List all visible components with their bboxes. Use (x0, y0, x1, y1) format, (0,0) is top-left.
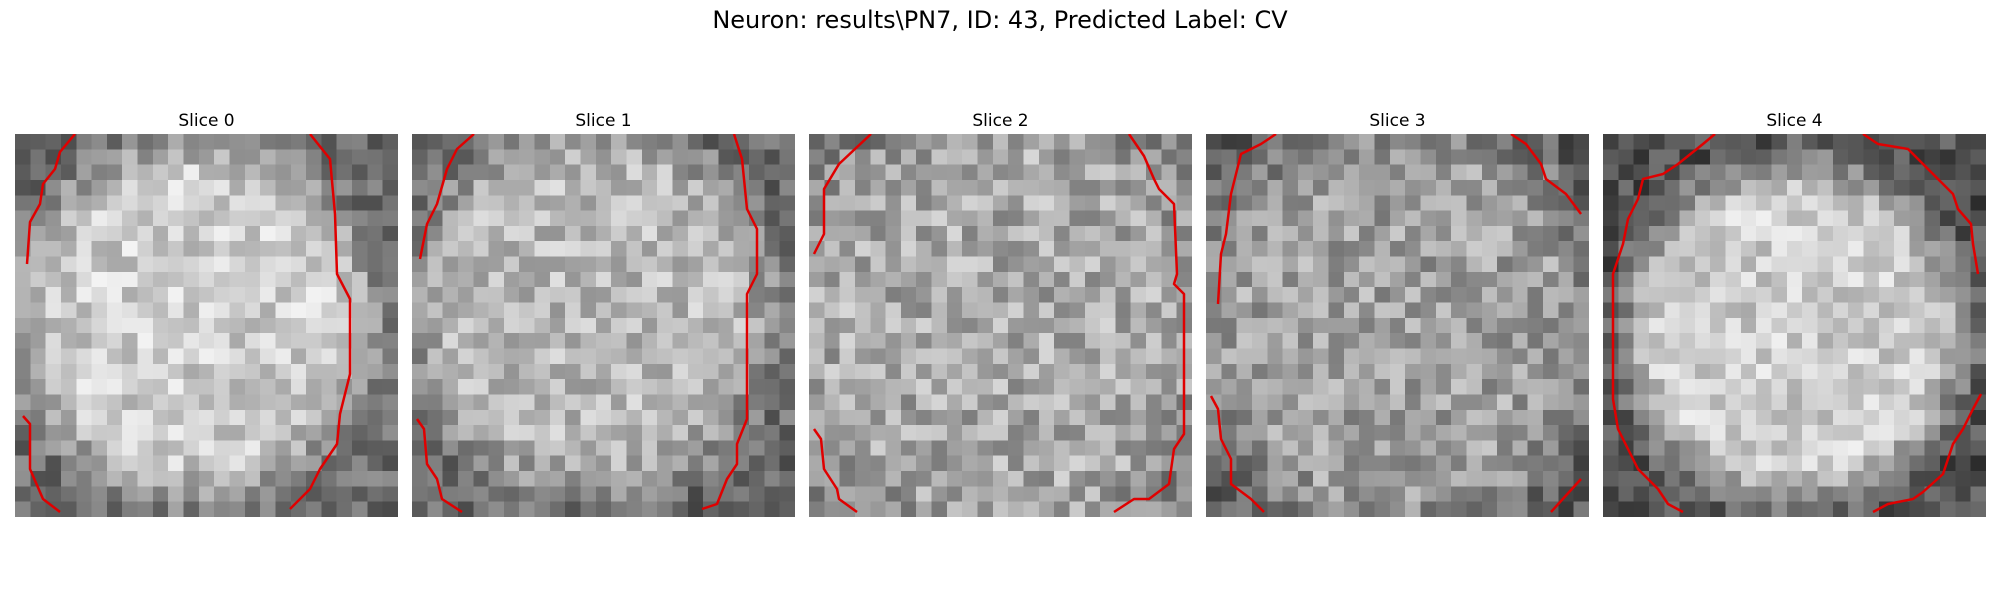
contour-line (1862, 134, 1980, 275)
slice-panel-3: Slice 3 (1206, 108, 1589, 517)
contour-line (1216, 134, 1277, 305)
contour-line (1550, 478, 1582, 513)
slice-image (1206, 134, 1589, 517)
contour-line (812, 134, 872, 255)
contour-line (701, 134, 759, 511)
contour-line (1209, 395, 1265, 513)
slice-panel-4: Slice 4 (1603, 108, 1986, 517)
slice-title: Slice 4 (1766, 111, 1823, 131)
slice-panel-2: Slice 2 (809, 108, 1192, 517)
contour-line (22, 415, 61, 513)
slice-image (15, 134, 398, 517)
figure-title: Neuron: results\PN7, ID: 43, Predicted L… (712, 6, 1288, 34)
contour-line (415, 418, 463, 514)
pixel-grid (1206, 134, 1589, 517)
slice-panel-0: Slice 0 (15, 108, 398, 517)
slice-title: Slice 1 (575, 111, 632, 131)
contour-line (25, 134, 76, 265)
slice-panel-1: Slice 1 (412, 108, 795, 517)
slice-image (809, 134, 1192, 517)
contour-line (1872, 393, 1983, 514)
contour-line (418, 134, 475, 260)
contour-line (1113, 134, 1186, 514)
slice-image (1603, 134, 1986, 517)
contour-line (289, 134, 352, 510)
slice-title: Slice 0 (178, 111, 235, 131)
slice-image (412, 134, 795, 517)
pixel-grid (809, 134, 1192, 517)
contour-line (1510, 134, 1582, 215)
slice-title: Slice 3 (1369, 111, 1426, 131)
contour-line (812, 428, 858, 514)
slice-title: Slice 2 (972, 111, 1029, 131)
pixel-grid (15, 134, 398, 517)
contour-line (1611, 134, 1716, 514)
pixel-grid (1603, 134, 1986, 517)
